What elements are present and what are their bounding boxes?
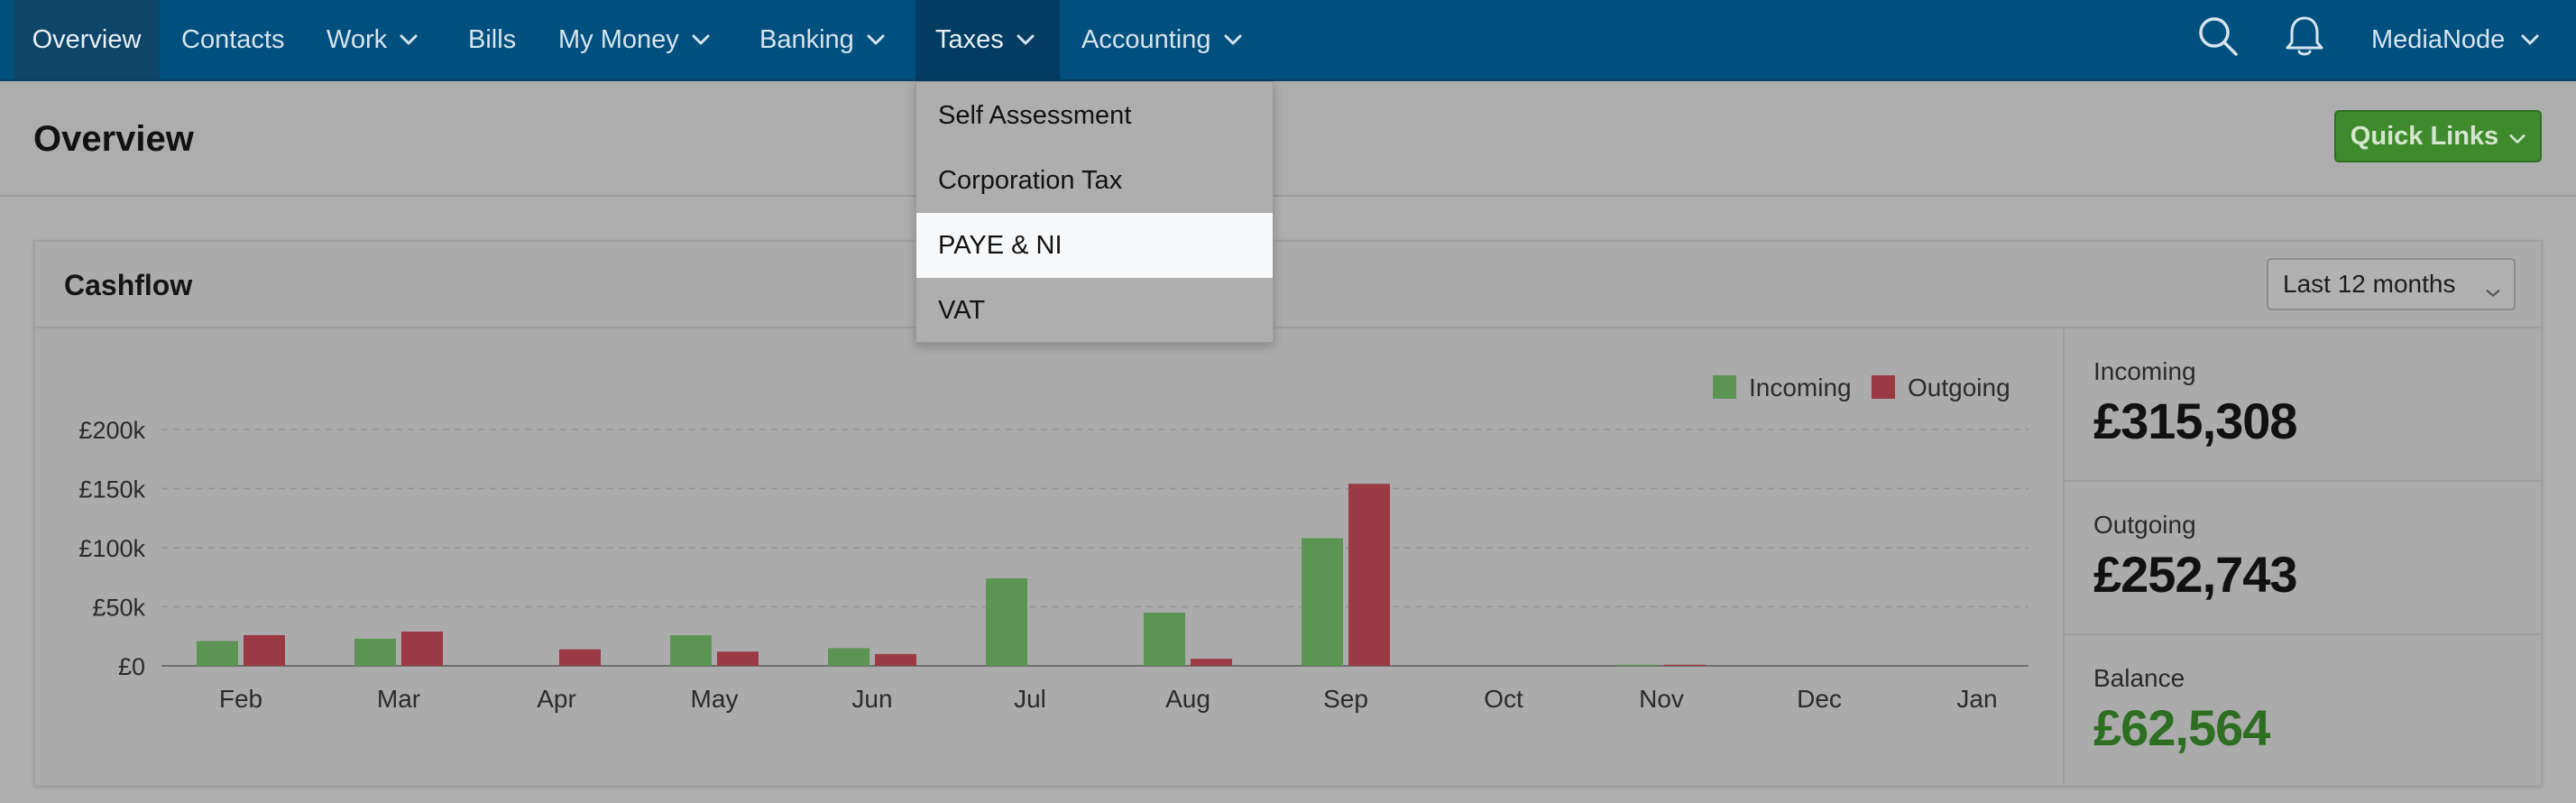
outgoing-label: Outgoing (2093, 511, 2196, 539)
chevron-down-icon (692, 34, 710, 45)
menu-item-self-assessment[interactable]: Self Assessment (916, 83, 1273, 148)
chevron-down-icon (2485, 276, 2501, 305)
outgoing-bar-jun (875, 653, 916, 666)
incoming-bar-jun (828, 648, 869, 666)
x-tick-label: Jul (1014, 685, 1046, 713)
incoming-bar-mar (354, 638, 396, 666)
outgoing-bar-mar (401, 632, 443, 666)
x-tick-label: Jan (1956, 685, 1997, 713)
incoming-bar-nov (1617, 664, 1659, 666)
menu-item-paye-ni[interactable]: PAYE & NI (916, 213, 1273, 278)
cashflow-chart: £0 £50k £100k £150k £200k Feb Mar Apr May Jun Jul A… (35, 328, 2061, 787)
y-tick-label: £0 (118, 653, 145, 680)
legend-swatch-outgoing (1872, 375, 1895, 399)
quick-links-label: Quick Links (2350, 121, 2499, 151)
nav-accounting[interactable]: Accounting (1081, 0, 1242, 79)
nav-work[interactable]: Work (327, 0, 418, 79)
nav-taxes-label: Taxes (935, 24, 1004, 54)
x-tick-label: Dec (1797, 685, 1842, 713)
outgoing-stat: Outgoing £252,743 (2065, 482, 2541, 635)
chevron-down-icon (1017, 34, 1035, 45)
cashflow-panel-header: Cashflow Last 12 months (35, 242, 2541, 328)
nav-taxes[interactable]: Taxes (915, 0, 1060, 79)
cashflow-panel: Cashflow Last 12 months £0 £50k £100k £150k… (33, 240, 2543, 787)
y-tick-label: £150k (78, 476, 145, 503)
account-menu[interactable]: MediaNode (2371, 0, 2539, 79)
bell-icon (2284, 14, 2325, 65)
incoming-bar-aug (1144, 613, 1185, 666)
nav-bills-label: Bills (468, 24, 517, 54)
y-tick-label: £50k (92, 595, 145, 622)
nav-my-money-label: My Money (558, 24, 679, 54)
notifications-button[interactable] (2284, 0, 2325, 79)
nav-overview-label: Overview (32, 24, 142, 54)
incoming-value: £315,308 (2093, 392, 2298, 449)
incoming-bar-sep (1302, 538, 1343, 666)
search-icon (2197, 15, 2239, 64)
balance-value: £62,564 (2093, 699, 2270, 756)
legend-label-incoming: Incoming (1749, 374, 1852, 402)
nav-banking[interactable]: Banking (759, 0, 885, 79)
x-tick-label: May (691, 685, 739, 713)
x-tick-label: Nov (1639, 685, 1684, 713)
outgoing-bar-nov (1664, 664, 1706, 666)
incoming-bar-feb (197, 641, 238, 666)
x-tick-label: Sep (1323, 685, 1368, 713)
menu-item-label: Self Assessment (938, 100, 1132, 130)
menu-item-corporation-tax[interactable]: Corporation Tax (916, 148, 1273, 213)
outgoing-value: £252,743 (2093, 546, 2298, 603)
nav-contacts[interactable]: Contacts (181, 0, 284, 79)
x-tick-label: Apr (537, 685, 576, 713)
account-name: MediaNode (2371, 24, 2506, 54)
top-navigation-bar: Overview Contacts Work Bills My Money Ba… (0, 0, 2576, 81)
x-tick-label: Feb (219, 685, 262, 713)
nav-bills[interactable]: Bills (468, 0, 516, 79)
nav-contacts-label: Contacts (181, 24, 285, 54)
y-tick-label: £100k (78, 535, 145, 562)
menu-item-label: VAT (938, 295, 986, 325)
chevron-down-icon (1224, 34, 1242, 45)
date-range-value: Last 12 months (2283, 270, 2456, 298)
cashflow-chart-svg: £0 £50k £100k £150k £200k Feb Mar Apr May Jun Jul A… (78, 374, 2029, 713)
outgoing-bar-sep (1348, 484, 1390, 666)
outgoing-bar-feb (244, 634, 285, 666)
page-title: Overview (33, 119, 194, 159)
balance-stat: Balance £62,564 (2065, 635, 2541, 789)
incoming-bar-jul (986, 578, 1027, 666)
x-tick-label: Oct (1484, 685, 1523, 713)
chevron-down-icon (867, 34, 885, 45)
chevron-down-icon (2509, 122, 2525, 152)
cashflow-title: Cashflow (64, 269, 193, 301)
nav-overview[interactable]: Overview (14, 0, 160, 79)
page-header: Overview (0, 81, 2576, 197)
search-button[interactable] (2197, 0, 2239, 79)
legend-swatch-incoming (1713, 375, 1736, 399)
menu-item-label: PAYE & NI (938, 230, 1063, 260)
outgoing-bar-aug (1191, 659, 1232, 666)
menu-item-label: Corporation Tax (938, 165, 1123, 195)
chevron-down-icon (2521, 34, 2539, 45)
y-tick-label: £200k (78, 417, 145, 444)
cashflow-summary: Incoming £315,308 Outgoing £252,743 Bala… (2063, 328, 2541, 787)
x-tick-label: Aug (1165, 685, 1210, 713)
outgoing-bar-may (717, 651, 759, 666)
nav-work-label: Work (327, 24, 388, 54)
incoming-stat: Incoming £315,308 (2065, 328, 2541, 482)
balance-label: Balance (2093, 664, 2185, 692)
menu-item-vat[interactable]: VAT (916, 278, 1273, 343)
chevron-down-icon (400, 34, 418, 45)
taxes-dropdown-menu: Self Assessment Corporation Tax PAYE & N… (915, 81, 1274, 343)
incoming-label: Incoming (2093, 357, 2196, 385)
date-range-select[interactable]: Last 12 months (2267, 258, 2516, 310)
nav-my-money[interactable]: My Money (558, 0, 710, 79)
quick-links-button[interactable]: Quick Links (2334, 110, 2542, 162)
legend-label-outgoing: Outgoing (1908, 374, 2010, 402)
nav-accounting-label: Accounting (1081, 24, 1211, 54)
outgoing-bar-apr (559, 649, 601, 666)
incoming-bar-may (670, 634, 712, 666)
x-tick-label: Jun (851, 685, 892, 713)
nav-banking-label: Banking (759, 24, 854, 54)
x-tick-label: Mar (377, 685, 420, 713)
